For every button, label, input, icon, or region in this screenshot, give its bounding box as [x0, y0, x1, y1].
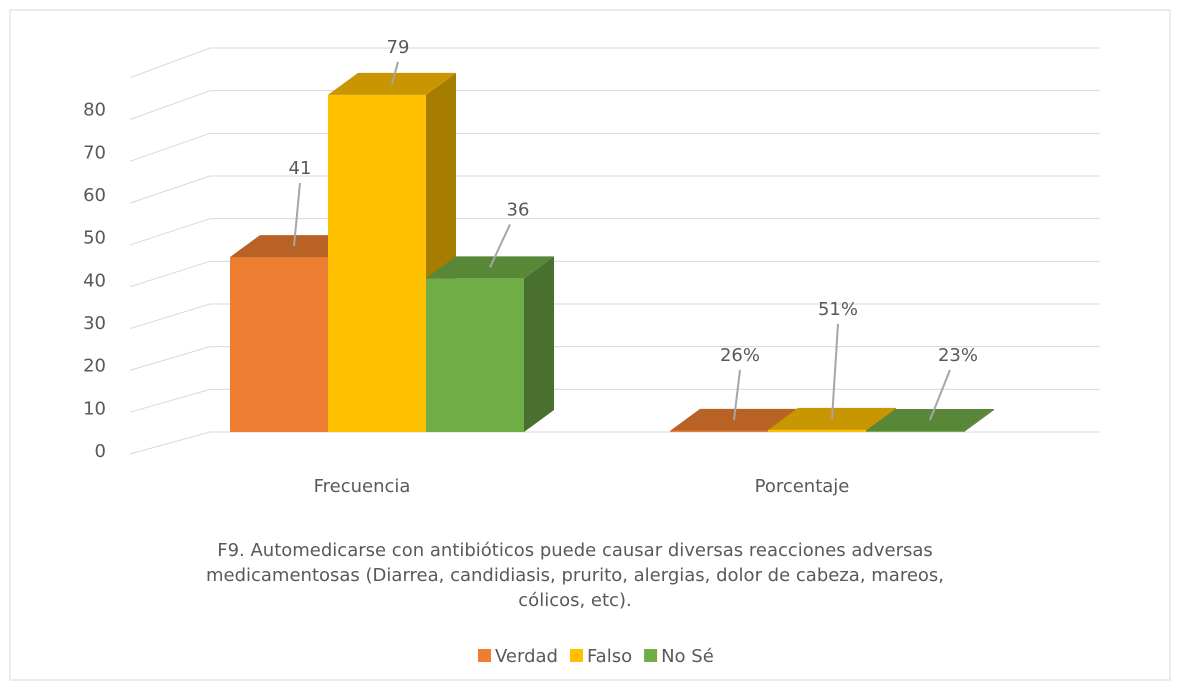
bar-top	[230, 235, 358, 258]
leader-line	[293, 182, 301, 247]
legend-label: Falso	[587, 646, 632, 667]
chart-border	[9, 9, 1171, 681]
y-tick-label: 80	[83, 100, 106, 121]
grid-line	[129, 388, 211, 413]
y-tick-label: 0	[95, 441, 106, 462]
grid-line	[129, 303, 211, 330]
bar-side	[964, 409, 994, 432]
grid-line	[129, 218, 211, 246]
bar	[768, 429, 866, 432]
bar	[866, 431, 964, 432]
legend-swatch	[478, 649, 491, 662]
grid-line	[129, 90, 211, 120]
data-label: 23%	[938, 345, 978, 366]
legend-swatch	[644, 649, 658, 662]
y-tick-label: 70	[83, 142, 106, 163]
y-tick-label: 10	[83, 398, 106, 419]
y-tick-label: 60	[83, 185, 106, 206]
grid-line	[129, 260, 211, 288]
bar-side	[524, 256, 554, 432]
y-tick-label: 30	[83, 313, 106, 334]
x-axis-title: F9. Automedicarse con antibióticos puede…	[205, 540, 945, 611]
legend-label: No Sé	[661, 646, 714, 667]
leader-line	[391, 61, 399, 85]
grid-line	[129, 346, 211, 371]
leader-line	[733, 369, 741, 421]
x-tick-label: Frecuencia	[314, 476, 411, 497]
grid-line	[129, 175, 211, 204]
leader-line	[831, 323, 839, 419]
data-label: 51%	[818, 299, 858, 320]
data-label: 79	[387, 37, 410, 58]
grid-line	[129, 132, 211, 162]
y-tick-label: 20	[83, 356, 106, 377]
y-tick-label: 50	[83, 228, 106, 249]
data-label: 41	[289, 158, 312, 179]
bar	[230, 257, 328, 432]
bar	[328, 94, 426, 432]
leader-line	[489, 223, 511, 268]
grid-line	[129, 47, 211, 79]
data-label: 36	[507, 199, 530, 220]
legend-label: Verdad	[495, 646, 558, 667]
leader-line	[929, 369, 951, 421]
bar	[670, 430, 768, 432]
bar	[426, 278, 524, 432]
grid-line	[129, 431, 211, 455]
legend-swatch	[569, 649, 583, 662]
y-tick-label: 40	[83, 270, 106, 291]
x-tick-label: Porcentaje	[755, 476, 850, 497]
data-label: 26%	[720, 345, 760, 366]
